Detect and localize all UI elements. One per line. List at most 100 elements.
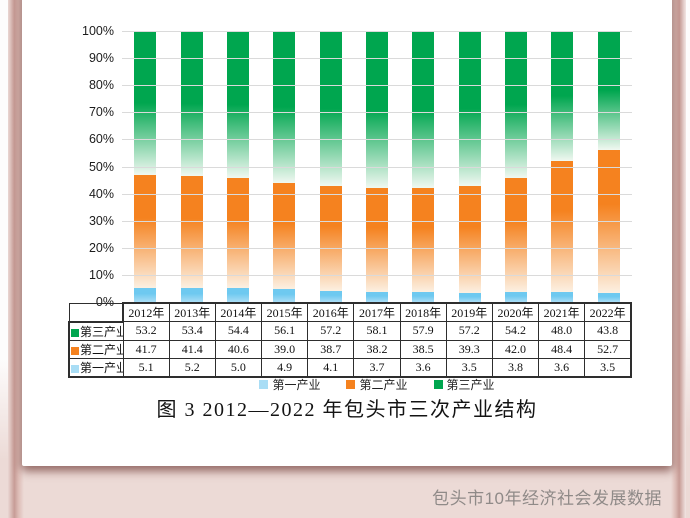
stacked-bar (505, 31, 528, 302)
bar-segment-secondary (273, 183, 296, 289)
y-axis-tick-label: 10% (88, 267, 114, 282)
year-header-cell: 2020年 (491, 302, 540, 322)
value-cell: 52.7 (584, 339, 633, 359)
bar-segment-primary (180, 287, 203, 302)
table-body: 2012年 2013年 2014年 2015年 2016年 2017年 2018年 2019年… (68, 302, 633, 378)
bar-column (447, 31, 493, 302)
legend-swatch (433, 380, 443, 389)
legend-item: 第二产业 (346, 376, 408, 393)
year-header-cell: 2018年 (399, 302, 447, 322)
bar-segment-tertiary (134, 31, 157, 176)
series-label-cell: 第一产业 (68, 357, 124, 378)
bar-segment-primary (319, 290, 342, 302)
gridline (122, 166, 632, 168)
legend-swatch (346, 380, 356, 389)
year-header-cell: 2022年 (584, 302, 633, 322)
year-header-cell: 2016年 (307, 302, 355, 322)
value-cell: 3.8 (491, 357, 540, 378)
bar-segment-primary (551, 292, 574, 302)
bar-segment-primary (273, 288, 296, 302)
gridline (122, 112, 632, 114)
gridline (122, 31, 632, 32)
bar-segment-tertiary (505, 31, 528, 178)
legend-item: 第一产业 (259, 376, 320, 393)
value-cell: 4.1 (307, 357, 355, 378)
value-cell: 41.4 (168, 339, 216, 359)
y-axis-tick-label: 60% (88, 132, 114, 147)
year-header-cell: 2017年 (353, 302, 401, 322)
bar-segment-tertiary (180, 31, 203, 176)
legend-item: 第三产业 (433, 376, 495, 393)
year-header-cell: 2013年 (168, 302, 216, 322)
value-cell: 38.2 (353, 339, 401, 359)
table-corner-cell (68, 302, 124, 322)
figure-title: 图 3 2012—2022 年包头市三次产业结构 (156, 399, 538, 421)
bar-segment-secondary (226, 178, 249, 289)
value-cell: 57.9 (399, 321, 447, 341)
legend-label: 第二产业 (359, 378, 408, 392)
bar-column (354, 31, 400, 302)
y-axis-tick-label: 30% (88, 213, 114, 228)
value-cell: 53.4 (168, 321, 216, 341)
legend-swatch (259, 380, 269, 389)
gridline (122, 274, 632, 276)
table-row: 第一产业5.15.25.04.94.13.73.63.53.83.63.5 (68, 357, 633, 378)
value-cell: 56.1 (261, 321, 309, 341)
year-header-cell: 2021年 (538, 302, 586, 322)
value-cell: 57.2 (445, 321, 493, 341)
y-axis-tick-label: 90% (88, 51, 114, 66)
stacked-bar (458, 31, 481, 302)
value-cell: 5.0 (214, 357, 263, 378)
plot-area: 100% 90% 80% 70% 60% 50% 40% 30% 20% 10% 0% (82, 24, 632, 309)
value-cell: 38.7 (307, 339, 355, 359)
value-cell: 5.2 (168, 357, 216, 378)
stacked-bar (412, 31, 435, 302)
bar-column (493, 31, 539, 302)
stacked-bar (319, 31, 342, 302)
gridline (122, 247, 632, 249)
value-cell: 42.0 (491, 339, 540, 359)
table-row: 第三产业53.253.454.456.157.258.157.957.254.2… (68, 320, 633, 341)
value-cell: 3.5 (445, 357, 493, 378)
year-header-cell: 2012年 (121, 302, 170, 322)
legend-label: 第一产业 (272, 378, 321, 392)
y-axis-tick-label: 100% (82, 24, 114, 38)
bar-segment-secondary (505, 177, 528, 292)
y-axis-tick-label: 80% (88, 78, 114, 93)
bar-segment-primary (365, 291, 388, 302)
bar-segment-secondary (180, 175, 203, 288)
value-cell: 4.9 (261, 357, 309, 378)
bar-column (215, 31, 261, 302)
stacked-bar (365, 31, 388, 302)
value-cell: 54.4 (214, 321, 263, 341)
year-header-cell: 2015年 (261, 302, 309, 322)
value-cell: 5.1 (122, 357, 170, 378)
page-fold-left (8, 0, 24, 518)
bar-segment-primary (597, 292, 620, 302)
page-edge-left (0, 0, 10, 460)
value-cell: 58.1 (353, 321, 401, 341)
bar-segment-tertiary (365, 31, 388, 189)
bar-segment-secondary (134, 175, 157, 289)
value-cell: 40.6 (214, 339, 263, 359)
value-cell: 38.5 (399, 339, 447, 359)
bar-segment-secondary (412, 187, 435, 293)
bar-column (122, 31, 168, 302)
legend-label: 第三产业 (446, 378, 495, 392)
bar-segment-primary (458, 292, 481, 302)
series-label-cell: 第二产业 (68, 339, 124, 359)
value-cell: 54.2 (491, 321, 540, 341)
gridline (122, 85, 632, 87)
bar-segment-tertiary (226, 31, 249, 179)
chart-card: 100% 90% 80% 70% 60% 50% 40% 30% 20% 10% 0% 2012年 2… (22, 0, 672, 466)
bar-column (261, 31, 307, 302)
value-cell: 48.4 (538, 339, 586, 359)
bar-segment-primary (412, 292, 435, 302)
bar-segment-secondary (365, 188, 388, 292)
value-cell: 3.5 (584, 357, 633, 378)
value-cell: 3.7 (353, 357, 401, 378)
series-key-swatch (71, 346, 79, 355)
bar-segment-tertiary (273, 31, 296, 184)
gridline (122, 58, 632, 60)
stacked-bar (226, 31, 249, 302)
